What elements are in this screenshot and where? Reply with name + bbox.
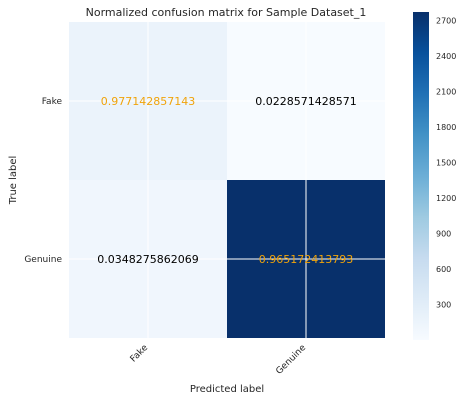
colorbar-tick-label: 1500: [436, 159, 456, 168]
colorbar-tick-label: 600: [436, 265, 451, 274]
colorbar-tick-label: 300: [436, 301, 451, 310]
y-tick-labels: Fake Genuine: [24, 97, 62, 265]
cell-value-label: 0.0348275862069: [97, 253, 198, 266]
colorbar-tick-label: 1800: [436, 123, 456, 132]
colorbar-tick-label: 2400: [436, 52, 456, 61]
colorbar-tick-label: 2100: [436, 88, 456, 97]
colorbar-tick-label: 900: [436, 230, 451, 239]
x-tick-labels: Fake Genuine: [129, 343, 309, 377]
x-tick-label: Fake: [129, 343, 151, 365]
x-tick-label: Genuine: [274, 343, 308, 377]
colorbar-tick-label: 2700: [436, 17, 456, 26]
y-tick-label: Genuine: [24, 255, 62, 265]
y-tick-label: Fake: [42, 97, 63, 107]
y-axis-label: True label: [8, 156, 19, 206]
cell-value-label: 0.977142857143: [101, 95, 195, 108]
cell-value-label: 0.965172413793: [259, 253, 353, 266]
matrix-plot-area: 0.977142857143 0.0228571428571 0.034827586…: [69, 22, 385, 338]
colorbar-gradient: [413, 12, 429, 340]
cell-value-label: 0.0228571428571: [255, 95, 356, 108]
x-axis-label: Predicted label: [190, 384, 264, 395]
chart-title: Normalized confusion matrix for Sample D…: [86, 6, 367, 19]
colorbar: 300 600 900 1200 1500 1800 2100 2400 2700: [413, 12, 456, 340]
colorbar-tick-label: 1200: [436, 194, 456, 203]
